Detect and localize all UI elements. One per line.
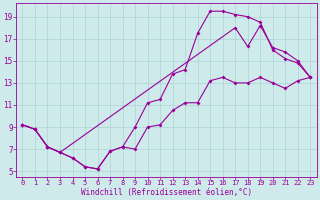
X-axis label: Windchill (Refroidissement éolien,°C): Windchill (Refroidissement éolien,°C) (81, 188, 252, 197)
